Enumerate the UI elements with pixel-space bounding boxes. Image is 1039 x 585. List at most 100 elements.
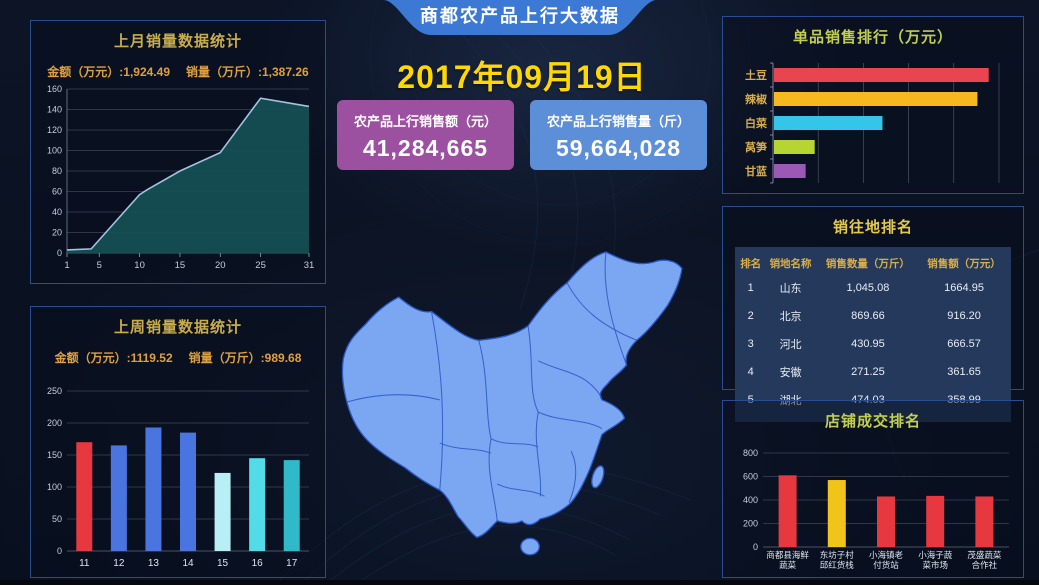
sales-amount-card: 农产品上行销售额（元） 41,284,665 <box>337 100 514 170</box>
svg-text:50: 50 <box>52 514 62 524</box>
svg-text:80: 80 <box>52 166 62 176</box>
table-cell: 666.57 <box>947 338 981 350</box>
report-date: 2017年09月19日 <box>397 59 647 95</box>
panel-shop-rank: 店铺成交排名 0 200 400 600 800 商都县海鲜蔬菜 东坊子村邱红货栈 小海镇老付… <box>722 400 1024 578</box>
svg-text:800: 800 <box>743 448 758 458</box>
table-cell: 湖北 <box>779 395 802 407</box>
table-cell: 361.65 <box>947 366 981 378</box>
svg-text:土豆: 土豆 <box>745 68 767 82</box>
panel-last-week: 上周销量数据统计 金额（万元）:1119.52 销量（万斤）:989.68 0 5… <box>30 306 326 578</box>
svg-text:16: 16 <box>252 558 264 569</box>
svg-text:15: 15 <box>217 558 229 569</box>
table-row: 4 安徽 271.25 361.65 <box>737 358 1009 386</box>
svg-text:13: 13 <box>148 558 160 569</box>
sales-amount-value: 41,284,665 <box>362 135 489 161</box>
destination-table-body: 1 山东 1,045.08 1664.95 2 北京 869.66 916.20 3 河北 430.… <box>737 274 1009 414</box>
china-map[interactable] <box>333 232 723 582</box>
svg-text:12: 12 <box>113 558 125 569</box>
svg-text:0: 0 <box>753 542 758 552</box>
svg-text:400: 400 <box>743 495 758 505</box>
panel-product-rank-title: 单品销售排行（万元） <box>792 29 953 46</box>
table-row: 3 河北 430.95 666.57 <box>737 330 1009 358</box>
table-row: 2 北京 869.66 916.20 <box>737 302 1009 330</box>
svg-text:茂盛蔬菜合作社: 茂盛蔬菜合作社 <box>967 550 1002 570</box>
svg-text:15: 15 <box>175 260 186 271</box>
banner-shape <box>384 0 656 35</box>
svg-text:小海镇老付货站: 小海镇老付货站 <box>869 550 904 570</box>
svg-text:160: 160 <box>47 84 62 94</box>
svg-text:0: 0 <box>57 546 62 556</box>
panel-last-week-title: 上周销量数据统计 <box>113 319 242 336</box>
svg-text:100: 100 <box>47 146 62 156</box>
panel-product-rank: 单品销售排行（万元） 土豆辣椒白菜莴笋甘蓝 <box>722 16 1024 194</box>
destination-col-header: 销售额（万元） <box>927 258 1001 270</box>
svg-text:17: 17 <box>286 558 298 569</box>
destination-table-header: 排名 销地名称 销售数量（万斤） 销售额（万元） <box>737 249 1009 274</box>
table-cell: 安徽 <box>779 367 802 379</box>
svg-text:东坊子村邱红货栈: 东坊子村邱红货栈 <box>820 550 855 570</box>
svg-text:25: 25 <box>255 260 266 271</box>
svg-text:20: 20 <box>215 260 226 271</box>
svg-text:11: 11 <box>79 558 90 569</box>
table-cell: 1 <box>747 282 754 294</box>
panel-last-month: 上月销量数据统计 金额（万元）:1,924.49 销量（万斤）:1,387.26… <box>30 20 326 284</box>
table-cell: 北京 <box>779 311 802 323</box>
svg-text:白菜: 白菜 <box>745 116 768 130</box>
last-month-summary: 金额（万元）:1,924.49 销量（万斤）:1,387.26 <box>31 63 325 80</box>
destination-table-wrap: 排名 销地名称 销售数量（万斤） 销售额（万元） 1 山东 1,045.08 1664.95… <box>735 247 1011 422</box>
svg-text:150: 150 <box>47 450 62 460</box>
last-month-amount: 金额（万元）:1,924.49 <box>47 65 170 79</box>
table-cell: 山东 <box>779 283 802 295</box>
table-cell: 4 <box>747 366 754 378</box>
destination-rank-table: 排名 销地名称 销售数量（万斤） 销售额（万元） 1 山东 1,045.08 1664.95… <box>737 249 1009 414</box>
bottom-strip <box>0 580 1039 585</box>
svg-text:0: 0 <box>57 248 62 258</box>
table-cell: 1,045.08 <box>846 282 890 294</box>
svg-text:10: 10 <box>134 260 145 271</box>
svg-text:250: 250 <box>47 386 62 396</box>
svg-text:甘蓝: 甘蓝 <box>745 164 767 178</box>
svg-text:小海子蔬菜市场: 小海子蔬菜市场 <box>918 550 953 570</box>
last-week-volume: 销量（万斤）:989.68 <box>188 351 302 365</box>
svg-text:60: 60 <box>52 187 62 197</box>
last-month-volume: 销量（万斤）:1,387.26 <box>186 65 309 79</box>
svg-text:40: 40 <box>52 207 62 217</box>
svg-text:140: 140 <box>47 105 62 115</box>
panel-shop-rank-title: 店铺成交排名 <box>824 413 921 430</box>
table-row: 1 山东 1,045.08 1664.95 <box>737 274 1009 302</box>
shop-deals-bar-chart[interactable]: 0 200 400 600 800 商都县海鲜蔬菜东坊子村邱红货栈小海镇老付货站小海子蔬菜… <box>729 445 1019 575</box>
svg-text:莴笋: 莴笋 <box>745 140 767 154</box>
svg-text:200: 200 <box>47 418 62 428</box>
table-cell: 1664.95 <box>944 282 984 294</box>
table-cell: 2 <box>747 310 754 322</box>
svg-text:120: 120 <box>47 125 62 135</box>
destination-col-header: 销售数量（万斤） <box>825 258 910 270</box>
panel-destination-rank-title: 销往地排名 <box>832 219 913 236</box>
table-cell: 869.66 <box>851 310 885 322</box>
last-week-summary: 金额（万元）:1119.52 销量（万斤）:989.68 <box>31 349 325 366</box>
svg-text:200: 200 <box>743 519 758 529</box>
table-cell: 3 <box>747 338 754 350</box>
sales-volume-card: 农产品上行销售量（斤） 59,664,028 <box>530 100 707 170</box>
app-title-banner: 商都农产品上行大数据 <box>384 0 656 36</box>
svg-text:100: 100 <box>47 482 62 492</box>
svg-text:600: 600 <box>743 472 758 482</box>
sales-volume-label: 农产品上行销售量（斤） <box>546 114 690 129</box>
destination-col-header: 排名 <box>740 258 762 270</box>
svg-text:5: 5 <box>97 260 102 271</box>
svg-text:1: 1 <box>64 260 69 271</box>
svg-text:辣椒: 辣椒 <box>745 92 768 106</box>
svg-text:20: 20 <box>52 228 62 238</box>
last-week-amount: 金额（万元）:1119.52 <box>54 351 173 365</box>
svg-text:14: 14 <box>182 558 194 569</box>
table-cell: 430.95 <box>851 338 885 350</box>
svg-text:31: 31 <box>304 260 315 271</box>
last-week-bar-chart[interactable]: 0 50 100 150 200 250 11 12 13 14 15 16 17 <box>37 383 321 575</box>
destination-col-header: 销地名称 <box>769 258 812 270</box>
table-cell: 河北 <box>779 339 802 351</box>
sales-amount-label: 农产品上行销售额（元） <box>353 114 497 129</box>
sales-volume-value: 59,664,028 <box>555 135 682 161</box>
